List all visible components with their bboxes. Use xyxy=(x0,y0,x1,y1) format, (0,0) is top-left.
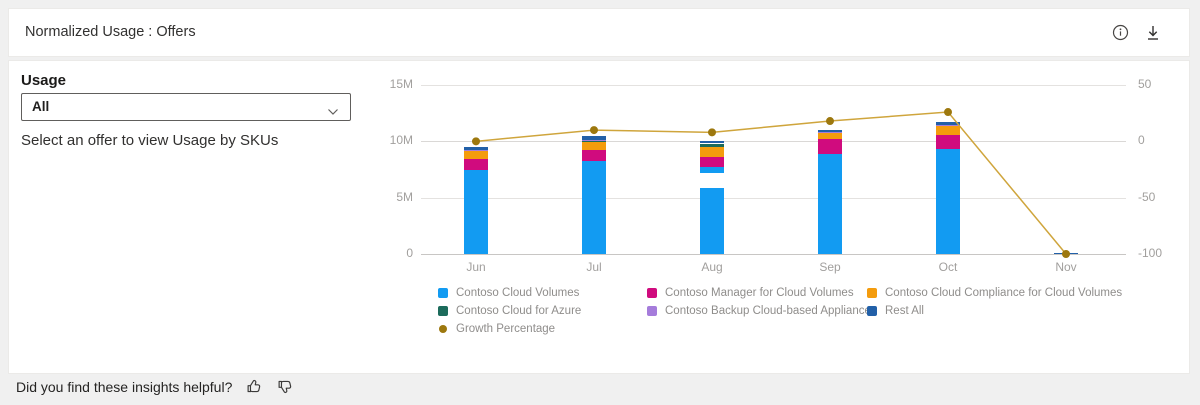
bar-segment-Jul-ccv[interactable] xyxy=(582,161,606,254)
legend-swatch-icon xyxy=(867,306,877,316)
growth-line xyxy=(475,111,1067,255)
x-axis-label-Nov: Nov xyxy=(1055,260,1077,274)
legend-swatch-icon xyxy=(647,288,657,298)
legend-label: Growth Percentage xyxy=(456,323,556,335)
offer-helper-text: Select an offer to view Usage by SKUs xyxy=(21,132,279,149)
legend-swatch-icon xyxy=(438,288,448,298)
thumbs-down-icon[interactable] xyxy=(277,378,294,395)
x-axis-label-Aug: Aug xyxy=(701,260,723,274)
growth-dot-Jun[interactable] xyxy=(472,137,480,146)
left-axis-tick-15M: 15M xyxy=(389,77,413,91)
x-axis-label-Sep: Sep xyxy=(819,260,841,274)
right-axis-tick--50: -50 xyxy=(1138,189,1156,204)
legend-item-ccv[interactable]: Contoso Cloud Volumes xyxy=(438,287,579,299)
legend-item-ra[interactable]: Rest All xyxy=(867,305,924,317)
growth-dot-Oct[interactable] xyxy=(944,108,952,117)
bar-segment-Aug-ccccv[interactable] xyxy=(700,146,724,157)
legend-label: Contoso Backup Cloud-based Appliance xyxy=(665,305,871,317)
bar-segment-Aug-cca[interactable] xyxy=(700,143,724,147)
legend-label: Contoso Cloud Volumes xyxy=(456,287,580,299)
right-axis-tick-50: 50 xyxy=(1138,77,1152,91)
bar-segment-Jul-ra[interactable] xyxy=(582,135,606,141)
bar-segment-Oct-cmcv[interactable] xyxy=(936,135,960,150)
chevron-down-icon xyxy=(327,103,339,121)
bar-segment-Oct-ra[interactable] xyxy=(936,121,960,125)
chart-plot-area xyxy=(421,85,1126,258)
bar-segment-Sep-ccv[interactable] xyxy=(818,153,842,254)
right-axis-tick-0: 0 xyxy=(1138,133,1145,148)
offer-dropdown-value: All xyxy=(32,99,50,114)
download-icon[interactable] xyxy=(1145,24,1161,42)
bar-segment-Jun-ra[interactable] xyxy=(464,147,488,150)
bar-segment-Jul-cmcv[interactable] xyxy=(582,150,606,162)
header-actions xyxy=(1112,9,1161,56)
legend-swatch-icon xyxy=(867,288,877,298)
x-axis-label-Jul: Jul xyxy=(586,260,602,274)
legend-label: Contoso Cloud Compliance for Cloud Volum… xyxy=(885,287,1123,299)
bar-segment-Aug-ccv[interactable] xyxy=(700,166,724,174)
widget-body: Usage All Select an offer to view Usage … xyxy=(8,60,1190,374)
x-axis-label-Jun: Jun xyxy=(466,260,486,274)
gridline-15M xyxy=(421,85,1126,86)
feedback-bar: Did you find these insights helpful? xyxy=(16,378,294,395)
left-axis-tick-10M: 10M xyxy=(389,133,413,148)
usage-label: Usage xyxy=(21,72,67,89)
bar-segment-Aug-ra[interactable] xyxy=(700,141,724,144)
x-axis-label-Oct: Oct xyxy=(938,260,958,274)
widget-header: Normalized Usage : Offers xyxy=(8,8,1190,57)
bar-segment-Aug-ccv[interactable] xyxy=(700,187,724,254)
bar-segment-Oct-ccccv[interactable] xyxy=(936,125,960,136)
growth-dot-Sep[interactable] xyxy=(826,117,834,126)
feedback-question: Did you find these insights helpful? xyxy=(16,378,233,395)
bar-segment-Oct-ccv[interactable] xyxy=(936,149,960,254)
growth-dot-Aug[interactable] xyxy=(708,128,716,137)
legend-item-cca[interactable]: Contoso Cloud for Azure xyxy=(438,305,581,317)
bar-segment-Jun-cmcv[interactable] xyxy=(464,159,488,170)
thumbs-up-icon[interactable] xyxy=(246,378,263,395)
legend-item-growth[interactable]: Growth Percentage xyxy=(438,323,555,335)
legend-label: Rest All xyxy=(885,305,924,317)
legend-label: Contoso Cloud for Azure xyxy=(456,305,582,317)
left-axis-tick-0: 0 xyxy=(406,246,413,260)
growth-dot-Nov[interactable] xyxy=(1062,250,1070,258)
gridline-0 xyxy=(421,254,1126,255)
widget-title: Normalized Usage : Offers xyxy=(25,24,196,40)
bar-segment-Sep-cmcv[interactable] xyxy=(818,139,842,154)
offer-dropdown[interactable]: All xyxy=(21,93,351,121)
legend-item-cmcv[interactable]: Contoso Manager for Cloud Volumes xyxy=(647,287,854,299)
bar-segment-Sep-ccccv[interactable] xyxy=(818,132,842,140)
legend-item-ccccv[interactable]: Contoso Cloud Compliance for Cloud Volum… xyxy=(867,287,1122,299)
bar-segment-Aug-cmcv[interactable] xyxy=(700,156,724,167)
legend-swatch-icon xyxy=(647,306,657,316)
bar-segment-Jul-ccccv[interactable] xyxy=(582,140,606,151)
info-icon[interactable] xyxy=(1112,24,1129,41)
gridline-5M xyxy=(421,197,1126,199)
bar-segment-Sep-ra[interactable] xyxy=(818,129,842,132)
gridline-10M xyxy=(421,141,1126,143)
legend-item-cbca[interactable]: Contoso Backup Cloud-based Appliance xyxy=(647,305,871,317)
growth-dot-Jul[interactable] xyxy=(590,126,598,135)
legend-swatch-icon xyxy=(438,306,448,316)
legend-label: Contoso Manager for Cloud Volumes xyxy=(665,287,854,299)
bar-segment-Jun-ccv[interactable] xyxy=(464,169,488,254)
legend-dot-icon xyxy=(439,325,447,333)
bar-segment-Jun-ccccv[interactable] xyxy=(464,150,488,160)
right-axis-tick--100: -100 xyxy=(1138,246,1163,260)
left-axis-tick-5M: 5M xyxy=(396,189,413,204)
